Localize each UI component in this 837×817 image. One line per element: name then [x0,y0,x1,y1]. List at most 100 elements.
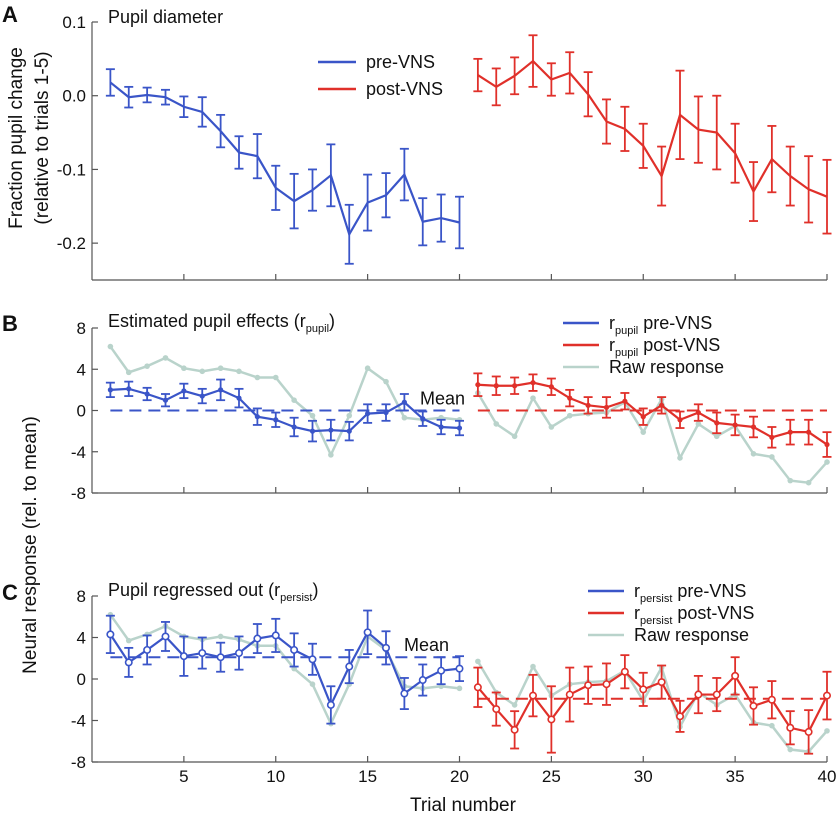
y-tick-label: -8 [71,484,86,503]
data-point-pre [365,410,371,417]
data-point-pre [401,399,407,405]
panel-b-title: Estimated pupil effects (rpupil) [108,311,335,335]
data-point-pre [346,428,352,434]
raw-response-point [475,658,481,665]
series-line-post [477,381,828,446]
data-point-post [473,683,482,692]
mean-label: Mean [420,389,465,409]
raw-response-point [456,685,463,692]
y-tick-label: -8 [71,753,86,772]
raw-response-point [530,663,536,670]
data-point-post [695,409,701,416]
data-point-pre [143,645,152,654]
data-point-post [603,404,610,411]
y-tick-label: 8 [77,319,86,338]
raw-response-point [236,368,242,375]
raw-response-point [824,728,830,734]
data-point-post [528,691,537,700]
raw-response-point [144,363,150,369]
legend-label-pre: rpersist pre-VNS [634,581,746,605]
data-point-post [769,434,775,440]
raw-response-point [640,429,647,435]
data-point-post [657,678,666,687]
x-tick-label: 10 [266,767,285,786]
data-point-post [548,384,554,390]
panel-a-ylabel-line1: Fraction pupil change [6,47,27,229]
x-tick-label: 35 [726,767,745,786]
data-point-pre [363,628,372,637]
data-point-post [640,414,646,420]
data-point-post [822,691,831,700]
raw-response-point [291,397,297,403]
data-point-pre [179,652,188,661]
y-tick-label: 0 [77,670,86,689]
data-point-post [786,723,795,732]
raw-response-point [217,365,224,372]
data-point-post [750,424,757,430]
legend-label-post: rpupil post-VNS [609,335,720,359]
data-point-pre [455,664,464,673]
raw-response-point [309,681,316,687]
x-tick-label: 25 [542,767,561,786]
y-tick-label: -0.1 [57,160,86,179]
data-point-pre [400,689,409,698]
data-point-post [731,671,740,680]
data-point-pre [456,425,463,431]
series-line-pre [109,630,460,708]
raw-response-point [401,414,408,421]
raw-response-point [769,454,775,460]
raw-response-point [787,477,794,484]
raw-response-point [511,702,518,708]
data-point-post [806,429,812,435]
panel-a-title: Pupil diameter [108,7,223,27]
data-point-post [475,382,481,388]
raw-response-point [199,368,206,375]
data-point-post [602,680,611,689]
panel-a: 0.1 0.0 -0.1 -0.2 pre-VNS post-VNS [57,13,832,281]
data-point-pre [107,387,113,393]
plot-layer: 0.10.0-0.1-0.2pre-VNSpost-VNS840-4-8Mean… [57,13,837,786]
raw-response-point [511,433,518,440]
data-point-post [712,690,721,699]
data-point-pre [218,387,224,393]
legend-label-post: post-VNS [366,79,443,99]
data-point-pre [308,655,317,664]
data-point-post [749,701,758,710]
data-point-post [677,417,683,423]
data-point-post [493,383,499,389]
panel-bc-ylabel: Neural response (rel. to mean) [20,416,41,674]
raw-response-point [824,459,830,465]
data-point-post [824,441,830,448]
y-tick-label: -4 [71,443,86,462]
data-point-pre [198,649,207,658]
data-point-post [787,429,793,435]
raw-response-line-pre [109,613,460,727]
data-point-pre [124,658,133,667]
x-tick-label: 5 [179,767,188,786]
data-point-post [584,681,593,690]
data-point-pre [162,397,169,403]
data-point-post [565,690,574,699]
data-point-pre [418,676,427,685]
y-tick-label: 4 [77,360,86,379]
data-point-pre [345,662,354,671]
raw-response-point [346,412,353,419]
x-axis-label: Trial number [410,795,517,816]
data-point-post [714,420,720,426]
legend-label-pre: pre-VNS [366,52,435,72]
raw-response-point [364,365,371,372]
data-point-pre [420,416,426,422]
raw-response-point [695,421,702,427]
raw-response-point [383,378,389,385]
raw-response-point [566,412,573,419]
raw-response-point [162,355,169,361]
data-point-post [547,715,556,724]
data-point-post [622,398,628,404]
data-point-pre [199,393,205,399]
data-point-pre [144,391,150,397]
y-tick-label: -0.2 [57,234,86,253]
raw-response-point [272,374,279,381]
y-tick-label: 8 [77,587,86,606]
